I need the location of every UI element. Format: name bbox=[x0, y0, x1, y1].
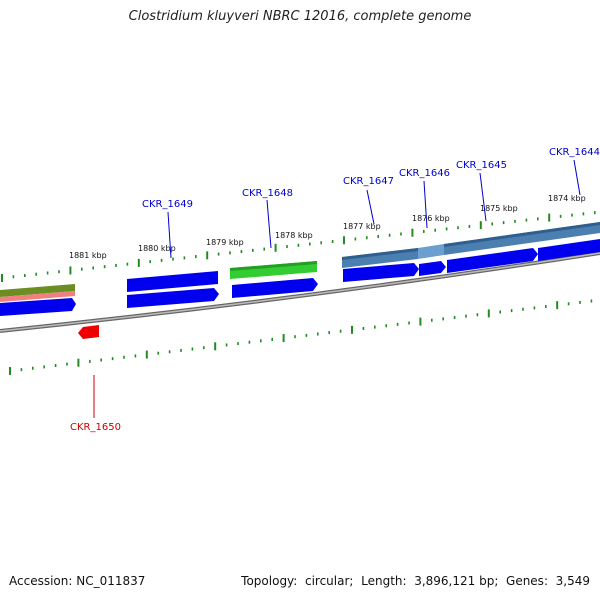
cds-feature[interactable] bbox=[538, 239, 600, 261]
inner-tick-track bbox=[9, 299, 593, 375]
pink-band bbox=[0, 291, 75, 302]
gene-label-ckr-1646[interactable]: CKR_1646 bbox=[399, 168, 450, 179]
cds-track bbox=[0, 239, 600, 339]
gene-label-ckr-1648[interactable]: CKR_1648 bbox=[242, 188, 293, 199]
steelblue-band-2 bbox=[418, 244, 444, 259]
olive-band bbox=[0, 284, 75, 297]
gene-label-ckr-1647[interactable]: CKR_1647 bbox=[343, 176, 394, 187]
cds-feature[interactable] bbox=[127, 271, 218, 292]
cds-feature[interactable] bbox=[343, 263, 419, 282]
genes-value: 3,549 bbox=[555, 574, 590, 588]
outer-tick-track bbox=[1, 211, 596, 282]
tick-label: 1876 kbp bbox=[412, 214, 450, 223]
color-band-track bbox=[0, 222, 600, 302]
tick-label: 1881 kbp bbox=[69, 251, 107, 260]
tick-label: 1880 kbp bbox=[138, 244, 176, 253]
tick-label: 1878 kbp bbox=[275, 231, 313, 240]
tick-label: 1877 kbp bbox=[343, 222, 381, 231]
length-value: 3,896,121 bp bbox=[414, 574, 495, 588]
topology-value: circular bbox=[304, 574, 350, 588]
gene-label-ckr-1650[interactable]: CKR_1650 bbox=[70, 422, 121, 433]
cds-feature[interactable] bbox=[127, 288, 219, 308]
tick-label: 1879 kbp bbox=[206, 238, 244, 247]
genome-summary: Topology: circular; Length: 3,896,121 bp… bbox=[241, 574, 590, 588]
topology-label: Topology: bbox=[241, 574, 298, 588]
gene-label-ckr-1645[interactable]: CKR_1645 bbox=[456, 160, 507, 171]
tick-label: 1874 kbp bbox=[548, 194, 586, 203]
cds-feature-highlighted[interactable] bbox=[78, 325, 99, 339]
accession-value: NC_011837 bbox=[76, 574, 146, 588]
accession-info: Accession: NC_011837 bbox=[9, 574, 145, 588]
accession-label: Accession: bbox=[9, 574, 73, 588]
gene-label-ckr-1644[interactable]: CKR_1644 bbox=[549, 147, 600, 158]
gene-label-ckr-1649[interactable]: CKR_1649 bbox=[142, 199, 193, 210]
tick-labels: 1881 kbp 1880 kbp 1879 kbp 1878 kbp 1877… bbox=[69, 194, 586, 260]
page-title: Clostridium kluyveri NBRC 12016, complet… bbox=[128, 9, 472, 24]
cds-feature[interactable] bbox=[447, 248, 538, 273]
length-label: Length: bbox=[361, 574, 407, 588]
tick-label: 1875 kbp bbox=[480, 204, 518, 213]
cds-feature[interactable] bbox=[0, 298, 76, 316]
cds-feature[interactable] bbox=[419, 261, 446, 276]
cds-feature[interactable] bbox=[232, 278, 318, 298]
gene-labels: CKR_1650 CKR_1649 CKR_1648 CKR_1647 CKR_… bbox=[70, 147, 600, 433]
genes-label: Genes: bbox=[506, 574, 548, 588]
gene-callouts bbox=[93, 159, 581, 418]
